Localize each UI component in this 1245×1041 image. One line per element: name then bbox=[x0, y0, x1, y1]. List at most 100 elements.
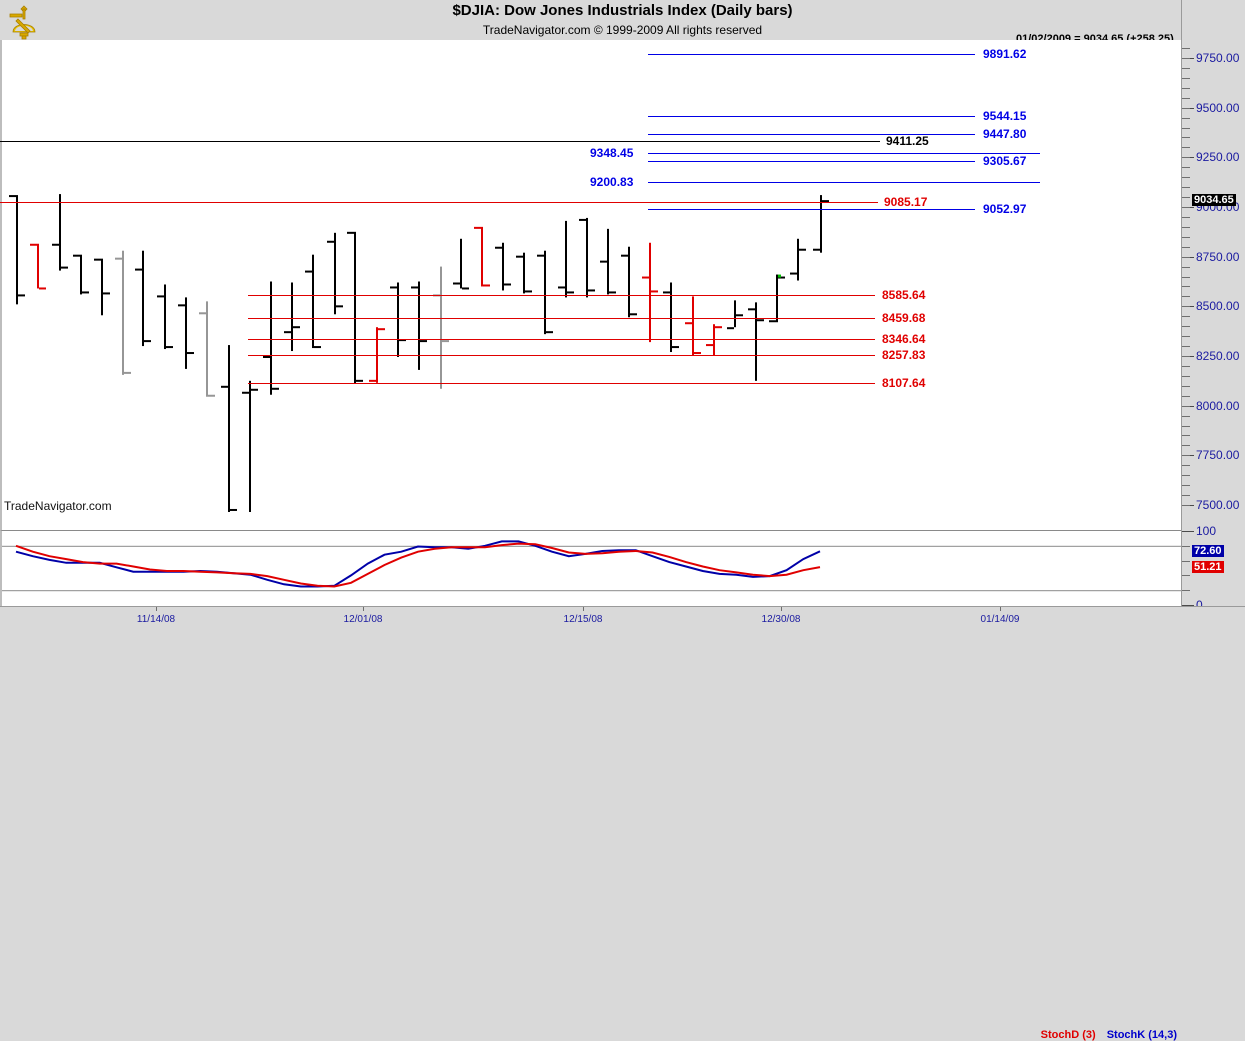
price-axis-minor-tick bbox=[1182, 395, 1190, 397]
ohlc-bar bbox=[453, 238, 469, 290]
price-axis-minor-tick bbox=[1182, 117, 1190, 119]
price-axis-label: 9250.00 bbox=[1196, 150, 1240, 165]
price-axis-minor-tick bbox=[1182, 326, 1190, 328]
stochastic-axis-tick bbox=[1182, 605, 1194, 606]
date-axis-label: 11/14/08 bbox=[136, 614, 176, 625]
price-pane[interactable] bbox=[0, 40, 1181, 514]
price-axis-minor-tick bbox=[1182, 167, 1190, 169]
stochastic-axis-tick bbox=[1182, 531, 1194, 532]
price-axis-minor-tick bbox=[1182, 87, 1190, 89]
date-axis-label: 01/14/09 bbox=[980, 614, 1020, 625]
ohlc-bar bbox=[600, 228, 616, 295]
ohlc-bar bbox=[221, 345, 237, 512]
price-axis-minor-tick bbox=[1182, 475, 1190, 477]
stochastic-axis-minor-tick bbox=[1182, 560, 1190, 562]
ohlc-bar bbox=[474, 226, 490, 287]
date-axis-tick bbox=[1000, 607, 1001, 611]
price-axis-minor-tick bbox=[1182, 67, 1190, 69]
stoch-d-legend-label: StochD (3) bbox=[1040, 1029, 1096, 1041]
ohlc-bar bbox=[813, 195, 829, 253]
price-axis-minor-tick bbox=[1182, 226, 1190, 228]
sextant-logo-icon bbox=[4, 2, 44, 42]
price-axis-minor-tick bbox=[1182, 286, 1190, 288]
ohlc-bar bbox=[621, 246, 637, 318]
price-axis-minor-tick bbox=[1182, 58, 1190, 59]
stochastic-axis-label: 100 bbox=[1196, 524, 1217, 538]
price-axis-minor-tick bbox=[1182, 97, 1190, 99]
ohlc-bar bbox=[242, 380, 258, 512]
date-axis-tick bbox=[781, 607, 782, 611]
price-axis-minor-tick bbox=[1182, 485, 1190, 487]
price-axis-minor-tick bbox=[1182, 177, 1190, 179]
price-axis-minor-tick bbox=[1182, 495, 1190, 497]
ohlc-bar bbox=[579, 217, 595, 298]
ohlc-bar bbox=[263, 281, 279, 395]
price-axis-minor-tick bbox=[1182, 405, 1190, 407]
price-axis-label: 7750.00 bbox=[1196, 448, 1240, 463]
stoch-k-value-badge: 72.60 bbox=[1192, 545, 1224, 558]
date-axis-bottom[interactable]: 11/14/08 12/01/08 12/15/08 12/30/08 01/14/09 bbox=[0, 606, 1245, 631]
price-axis-label: 8000.00 bbox=[1196, 398, 1240, 413]
ohlc-bar bbox=[9, 195, 25, 305]
ohlc-bar bbox=[663, 282, 679, 353]
ohlc-bar bbox=[199, 301, 215, 397]
price-axis-label: 8750.00 bbox=[1196, 249, 1240, 264]
price-axis-minor-tick bbox=[1182, 415, 1190, 417]
ohlc-bar bbox=[305, 254, 321, 349]
ohlc-bar bbox=[52, 194, 68, 271]
price-axis-minor-tick bbox=[1182, 505, 1190, 506]
price-axis-minor-tick bbox=[1182, 465, 1190, 467]
date-axis-label: 12/15/08 bbox=[563, 614, 603, 625]
ohlc-bar bbox=[178, 297, 194, 369]
price-axis-minor-tick bbox=[1182, 296, 1190, 298]
price-axis-label: 7500.00 bbox=[1196, 498, 1240, 512]
price-axis-minor-tick bbox=[1182, 375, 1190, 377]
stoch-k-legend-label: StochK (14,3) bbox=[1106, 1029, 1177, 1041]
stochastic-axis-label: 0 bbox=[1196, 598, 1203, 612]
price-axis-minor-tick bbox=[1182, 365, 1190, 367]
price-axis-label: 9500.00 bbox=[1196, 100, 1240, 115]
ohlc-bar bbox=[284, 282, 300, 352]
ohlc-bar bbox=[390, 282, 406, 357]
chart-title: $DJIA: Dow Jones Industrials Index (Dail… bbox=[452, 2, 793, 19]
stochastic-pane[interactable] bbox=[0, 530, 1181, 606]
ohlc-bars bbox=[9, 194, 829, 512]
ohlc-bar bbox=[495, 242, 511, 291]
ohlc-bar bbox=[642, 242, 658, 343]
stochastic-guide-line bbox=[2, 545, 1181, 547]
price-axis-right[interactable]: 9750.00 9500.00 9250.00 9000.00 8750.00 8500.… bbox=[1181, 0, 1245, 631]
ohlc-bar bbox=[537, 250, 553, 335]
ohlc-bar bbox=[327, 232, 343, 315]
ohlc-bar bbox=[347, 231, 363, 384]
stochastic-guide-line bbox=[2, 590, 1181, 592]
ohlc-bar bbox=[115, 250, 131, 375]
chart-header: $DJIA: Dow Jones Industrials Index (Dail… bbox=[0, 0, 1245, 45]
date-axis-label: 12/01/08 bbox=[343, 614, 383, 625]
stoch-d-value-badge: 51.21 bbox=[1192, 561, 1224, 574]
price-axis-label: 8500.00 bbox=[1196, 299, 1240, 314]
price-axis-label: 9750.00 bbox=[1196, 51, 1240, 65]
price-axis-minor-tick bbox=[1182, 385, 1190, 387]
ohlc-bar bbox=[769, 274, 785, 323]
stochastic-legend: StochD (3) StochK (14,3) bbox=[1041, 1029, 1177, 1041]
ohlc-bar bbox=[790, 238, 806, 281]
date-axis-tick bbox=[363, 607, 364, 611]
date-axis-tick bbox=[583, 607, 584, 611]
price-axis-minor-tick bbox=[1182, 236, 1190, 238]
price-axis-minor-tick bbox=[1182, 306, 1190, 308]
ohlc-bar bbox=[516, 252, 532, 294]
ohlc-bar bbox=[727, 300, 743, 330]
price-axis-minor-tick bbox=[1182, 246, 1190, 248]
price-axis-minor-tick bbox=[1182, 107, 1190, 109]
price-axis-minor-tick bbox=[1182, 346, 1190, 348]
ohlc-bar bbox=[685, 296, 701, 356]
price-axis-minor-tick bbox=[1182, 127, 1190, 129]
chart-subtitle: TradeNavigator.com © 1999-2009 All right… bbox=[482, 23, 763, 37]
stochastic-lines bbox=[2, 540, 1181, 592]
pane-divider-band: StochD (3) StochK (14,3) bbox=[0, 514, 1181, 1041]
ohlc-bar bbox=[94, 258, 110, 316]
ohlc-bar bbox=[748, 302, 764, 381]
price-axis-minor-tick bbox=[1182, 445, 1190, 447]
stochastic-axis-minor-tick bbox=[1182, 545, 1190, 547]
